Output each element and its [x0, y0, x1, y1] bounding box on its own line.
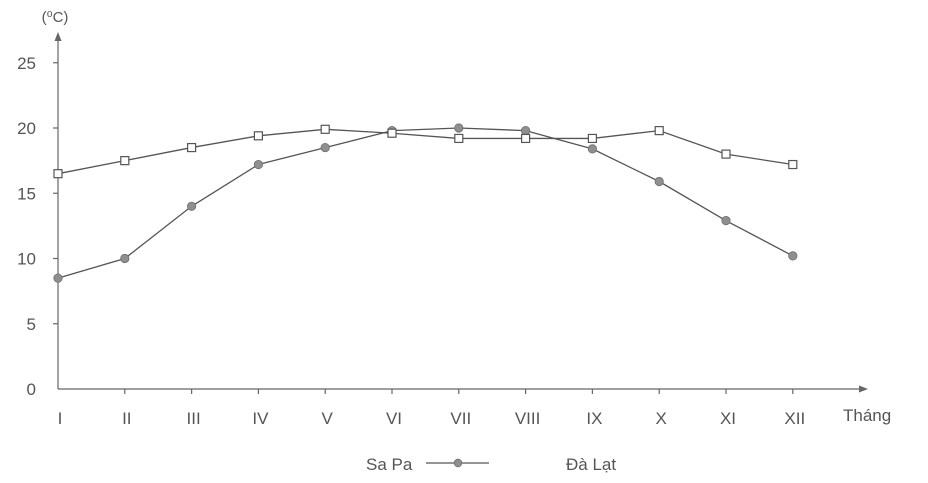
x-tick-label: III	[187, 409, 201, 428]
data-point	[454, 133, 464, 144]
data-point	[53, 273, 63, 283]
x-tick-label: X	[656, 409, 667, 428]
legend-marker	[453, 458, 463, 468]
data-point	[454, 123, 464, 133]
data-point	[654, 126, 664, 136]
x-tick-label: XII	[784, 409, 805, 428]
x-axis-arrow	[859, 385, 868, 393]
data-point	[187, 201, 197, 211]
x-tick-label: VIII	[515, 409, 541, 428]
x-tick-label: IX	[586, 409, 602, 428]
series-0	[53, 123, 798, 283]
series-1	[53, 124, 798, 179]
axes	[53, 32, 868, 394]
y-axis-arrow	[54, 32, 62, 41]
x-tick-label: VII	[450, 409, 471, 428]
data-point	[387, 128, 397, 138]
legend-label: Sa Pa	[366, 455, 413, 474]
y-tick-label: 15	[17, 184, 36, 203]
data-point	[253, 159, 263, 170]
x-tick-label: VI	[386, 409, 402, 428]
legend-label: Đà Lạt	[566, 455, 616, 474]
y-tick-label: 0	[27, 380, 36, 399]
data-point	[520, 133, 531, 144]
x-tick-label: V	[322, 409, 334, 428]
data-point	[788, 251, 798, 261]
data-point	[520, 126, 531, 136]
data-point	[587, 133, 598, 144]
series-line	[57, 128, 793, 175]
data-point	[53, 169, 63, 179]
data-point	[721, 149, 731, 159]
data-point	[187, 142, 197, 153]
data-point	[721, 216, 731, 226]
x-tick-label: XI	[720, 409, 736, 428]
data-point	[320, 124, 330, 134]
data-point	[120, 253, 130, 264]
y-tick-label: 10	[17, 250, 36, 269]
x-tick-label: II	[122, 409, 131, 428]
data-point	[253, 131, 263, 141]
data-point	[788, 159, 798, 170]
series-layer	[53, 123, 798, 283]
series-line	[57, 127, 794, 279]
data-point	[654, 176, 664, 187]
y-tick-label: 25	[17, 54, 36, 73]
x-axis-title: Tháng	[843, 406, 891, 425]
x-tick-label: I	[58, 409, 63, 428]
y-tick-label: 20	[17, 119, 36, 138]
data-point	[320, 142, 330, 153]
x-tick-label: IV	[252, 409, 269, 428]
data-point	[587, 144, 598, 154]
data-point	[120, 156, 130, 166]
y-tick-label: 5	[27, 315, 36, 334]
legend: Sa Pa Đà Lạt	[366, 455, 616, 474]
y-axis-unit-label: (⁰C)	[42, 9, 69, 26]
